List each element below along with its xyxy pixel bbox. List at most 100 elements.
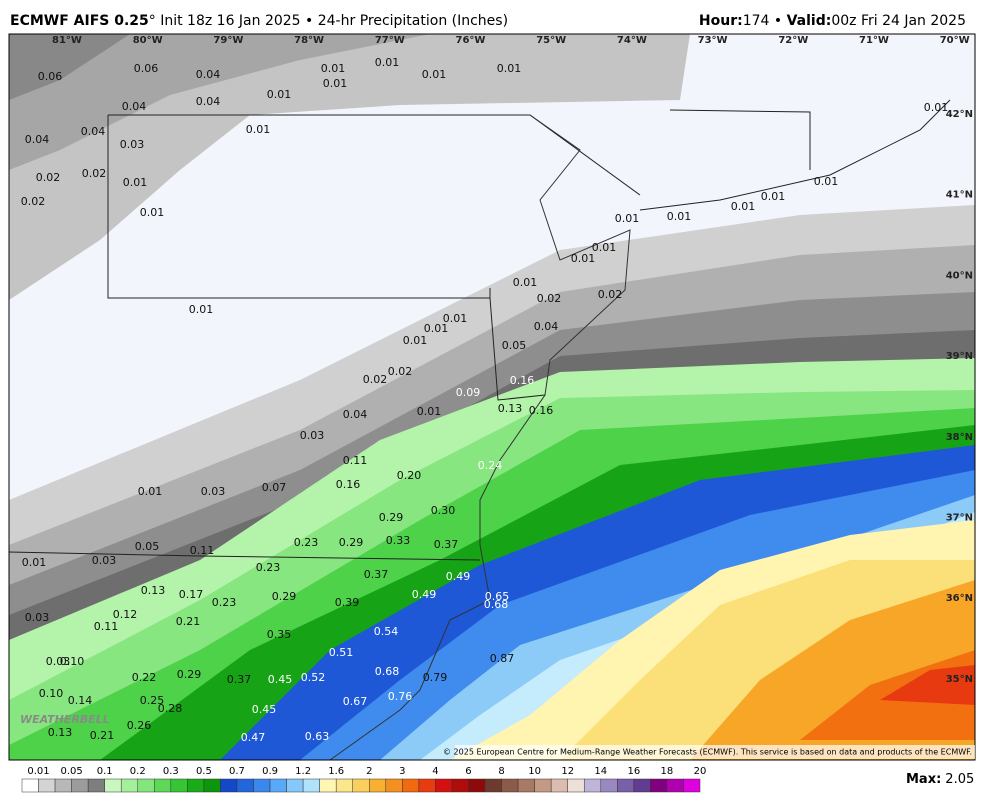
precip-value: 0.51 (329, 646, 354, 659)
latitude-label: 37°N (946, 513, 973, 524)
map-frame (8, 33, 976, 761)
precip-value: 0.01 (571, 252, 596, 265)
longitude-label: 73°W (698, 35, 728, 46)
legend-swatch (286, 778, 304, 793)
precip-value: 0.25 (140, 694, 165, 707)
precip-value: 0.01 (422, 68, 447, 81)
legend-swatch (87, 778, 105, 793)
precip-value: 0.11 (190, 544, 215, 557)
legend-label: 14 (594, 766, 607, 777)
legend-label: 0.3 (163, 766, 179, 777)
legend-swatch (120, 778, 139, 793)
title: ECMWF AIFS 0.25° Init 18z 16 Jan 2025 • … (10, 13, 508, 29)
precip-value: 0.45 (252, 703, 277, 716)
max-value: 2.05 (945, 772, 974, 787)
precip-value: 0.23 (294, 536, 319, 549)
precip-value: 0.39 (335, 596, 360, 609)
legend-swatch (104, 778, 122, 793)
legend-swatch (550, 778, 568, 793)
precip-value: 0.01 (138, 485, 163, 498)
precip-value: 0.67 (343, 695, 368, 708)
precip-value: 0.04 (122, 100, 147, 113)
max: Max: 2.05 (906, 772, 974, 787)
precip-value: 0.01 (123, 176, 148, 189)
longitude-label: 81°W (52, 35, 82, 46)
valid: 00z Fri 24 Jan 2025 (831, 13, 966, 29)
precip-value: 0.05 (502, 339, 527, 352)
legend-label: 2 (366, 766, 372, 777)
legend-swatch (385, 778, 403, 793)
precip-value: 0.28 (158, 702, 183, 715)
precip-value: 0.29 (379, 511, 404, 524)
precip-value: 0.01 (22, 556, 47, 569)
precip-value: 0.11 (94, 620, 119, 633)
legend-label: 0.2 (130, 766, 146, 777)
precip-value: 0.11 (343, 454, 368, 467)
legend-label: 4 (432, 766, 438, 777)
latitude-label: 35°N (946, 674, 973, 685)
precip-value: 0.01 (814, 175, 839, 188)
precip-value: 0.04 (343, 408, 368, 421)
precip-value: 0.01 (323, 77, 348, 90)
legend-swatch (435, 778, 453, 793)
legend-swatch (154, 778, 172, 793)
precip-value: 0.01 (615, 212, 640, 225)
precip-value: 0.03 (25, 611, 50, 624)
longitude-label: 80°W (133, 35, 163, 46)
precip-value: 0.03 (300, 429, 325, 442)
hour: 174 • (743, 13, 787, 29)
legend-swatch (352, 778, 370, 793)
precip-value: 0.49 (412, 588, 437, 601)
precip-value: 0.54 (374, 625, 399, 638)
legend-swatch (683, 778, 701, 793)
precip-value: 0.49 (446, 570, 471, 583)
legend-swatch (21, 778, 39, 793)
legend-label: 0.01 (27, 766, 49, 777)
legend-label: 1.6 (328, 766, 344, 777)
legend-label: 0.05 (60, 766, 82, 777)
precip-value: 0.33 (386, 534, 411, 547)
precip-value: 0.01 (667, 210, 692, 223)
precip-value: 0.37 (434, 538, 459, 551)
latitude-label: 36°N (946, 593, 973, 604)
legend-label: 0.1 (97, 766, 113, 777)
hour-label: Hour: (699, 13, 743, 29)
legend-swatch (137, 778, 155, 793)
precip-value: 0.02 (598, 288, 623, 301)
precip-value: 0.01 (761, 190, 786, 203)
precip-value: 0.02 (388, 365, 413, 378)
legend-swatch (600, 778, 618, 793)
legend-label: 18 (661, 766, 674, 777)
precip-value: 0.04 (81, 125, 106, 138)
legend-swatch (369, 778, 387, 793)
legend-swatch (517, 778, 535, 793)
legend-swatch (335, 778, 353, 793)
precip-value: 0.68 (375, 665, 400, 678)
legend-swatch (650, 778, 668, 793)
legend-swatch (666, 778, 684, 793)
legend: 0.01 0.05 0.1 0.2 0.3 0.5 0.7 0.9 1.2 1.6 2 3 4 6 8 10 1… (21, 766, 706, 793)
title-model: ECMWF AIFS 0.25 (10, 13, 149, 29)
precip-value: 0.01 (140, 206, 165, 219)
legend-swatch (170, 778, 188, 793)
legend-swatch (617, 778, 635, 793)
legend-label: 0.5 (196, 766, 212, 777)
latitude-label: 42°N (946, 109, 973, 120)
latitude-label: 39°N (946, 351, 973, 362)
precip-value: 0.24 (478, 459, 503, 472)
legend-swatch (54, 778, 72, 793)
map: WEATHERBELL © 2025 European Centre for M… (8, 33, 976, 761)
legend-swatch (567, 778, 585, 793)
legend-label: 3 (399, 766, 405, 777)
valid-label: Valid: (787, 13, 832, 29)
valid-time: Hour:174 • Valid:00z Fri 24 Jan 2025 (699, 13, 966, 29)
longitude-label: 71°W (859, 35, 889, 46)
precip-value: 0.26 (127, 719, 152, 732)
precip-value: 0.20 (397, 469, 422, 482)
longitude-label: 77°W (375, 35, 405, 46)
borders (8, 99, 951, 761)
precip-value: 0.03 (120, 138, 145, 151)
precip-value: 0.17 (179, 588, 204, 601)
legend-swatch (38, 778, 56, 793)
legend-swatch (484, 778, 502, 793)
